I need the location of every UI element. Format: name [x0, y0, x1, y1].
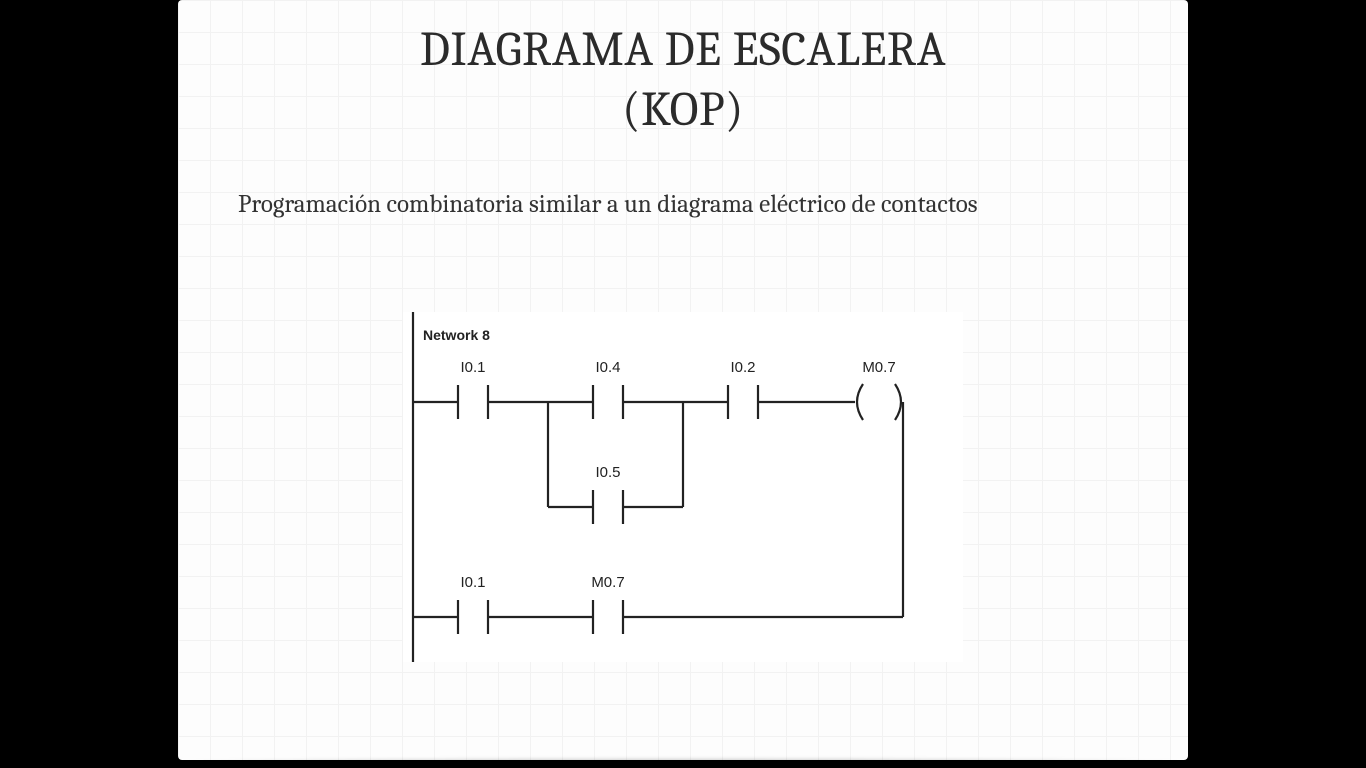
- title-line-2: (KOP): [622, 82, 744, 137]
- label-i02: I0.2: [730, 359, 755, 376]
- contact-i04: I0.4: [548, 359, 683, 419]
- branch-i05: I0.5: [548, 402, 683, 524]
- network-label: Network 8: [423, 327, 490, 343]
- slide-content: DIAGRAMA DE ESCALERA (KOP) Programación …: [178, 0, 1188, 760]
- ladder-diagram: Network 8 I0.1 I0.4: [403, 312, 963, 662]
- contact-i01-a: I0.1: [413, 359, 548, 419]
- rung-2: I0.1 M0.7: [413, 402, 903, 634]
- slide: DIAGRAMA DE ESCALERA (KOP) Programación …: [178, 0, 1188, 760]
- slide-shadow: [188, 760, 1178, 768]
- label-m07-contact: M0.7: [591, 574, 624, 591]
- label-i01-b: I0.1: [460, 574, 485, 591]
- label-i05: I0.5: [595, 464, 620, 481]
- subtitle-text: Programación combinatoria similar a un d…: [238, 188, 1128, 222]
- title-line-1: DIAGRAMA DE ESCALERA: [420, 22, 946, 77]
- label-coil-m07: M0.7: [862, 359, 895, 376]
- coil-m07: M0.7: [813, 359, 901, 420]
- contact-i02: I0.2: [683, 359, 813, 419]
- label-i01-a: I0.1: [460, 359, 485, 376]
- ladder-svg: Network 8 I0.1 I0.4: [403, 312, 963, 662]
- page-title: DIAGRAMA DE ESCALERA (KOP): [178, 20, 1188, 140]
- label-i04: I0.4: [595, 359, 620, 376]
